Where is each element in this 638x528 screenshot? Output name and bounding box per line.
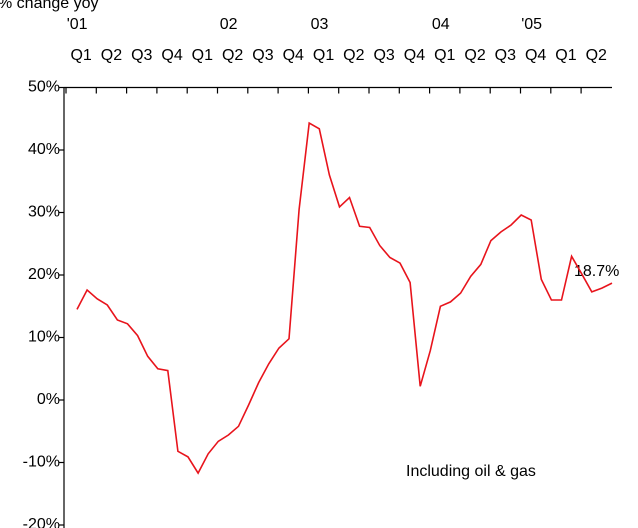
y-tick-label: 40% bbox=[28, 141, 60, 158]
quarter-label: Q3 bbox=[131, 47, 152, 64]
y-tick-label: 30% bbox=[28, 204, 60, 221]
y-tick-label: 0% bbox=[37, 391, 60, 408]
year-label: '05 bbox=[521, 16, 542, 33]
quarter-label: Q2 bbox=[464, 47, 485, 64]
quarter-label: Q1 bbox=[70, 47, 91, 64]
quarter-label: Q4 bbox=[283, 47, 304, 64]
quarter-label: Q2 bbox=[343, 47, 364, 64]
quarter-label: Q1 bbox=[313, 47, 334, 64]
quarter-label: Q2 bbox=[101, 47, 122, 64]
y-tick-label: 20% bbox=[28, 266, 60, 283]
quarter-label: Q2 bbox=[586, 47, 607, 64]
y-tick-label: -20% bbox=[23, 516, 60, 528]
end-label: 18.7% bbox=[574, 263, 619, 280]
year-label: 04 bbox=[432, 16, 450, 33]
y-tick-label: 10% bbox=[28, 329, 60, 346]
quarter-label: Q3 bbox=[252, 47, 273, 64]
year-label: 02 bbox=[220, 16, 238, 33]
year-label: 03 bbox=[311, 16, 329, 33]
quarter-label: Q1 bbox=[555, 47, 576, 64]
year-label: '01 bbox=[67, 16, 88, 33]
y-tick-label: -10% bbox=[23, 454, 60, 471]
quarter-label: Q4 bbox=[404, 47, 425, 64]
series-line bbox=[76, 121, 613, 475]
quarter-label: Q4 bbox=[161, 47, 182, 64]
series-label: Including oil & gas bbox=[406, 463, 536, 480]
quarter-label: Q3 bbox=[495, 47, 516, 64]
y-axis-label: % change yoy bbox=[0, 0, 99, 12]
quarter-label: Q1 bbox=[434, 47, 455, 64]
quarter-label: Q2 bbox=[222, 47, 243, 64]
quarter-label: Q4 bbox=[525, 47, 546, 64]
quarter-label: Q1 bbox=[192, 47, 213, 64]
quarter-label: Q3 bbox=[373, 47, 394, 64]
y-tick-label: 50% bbox=[28, 79, 60, 96]
